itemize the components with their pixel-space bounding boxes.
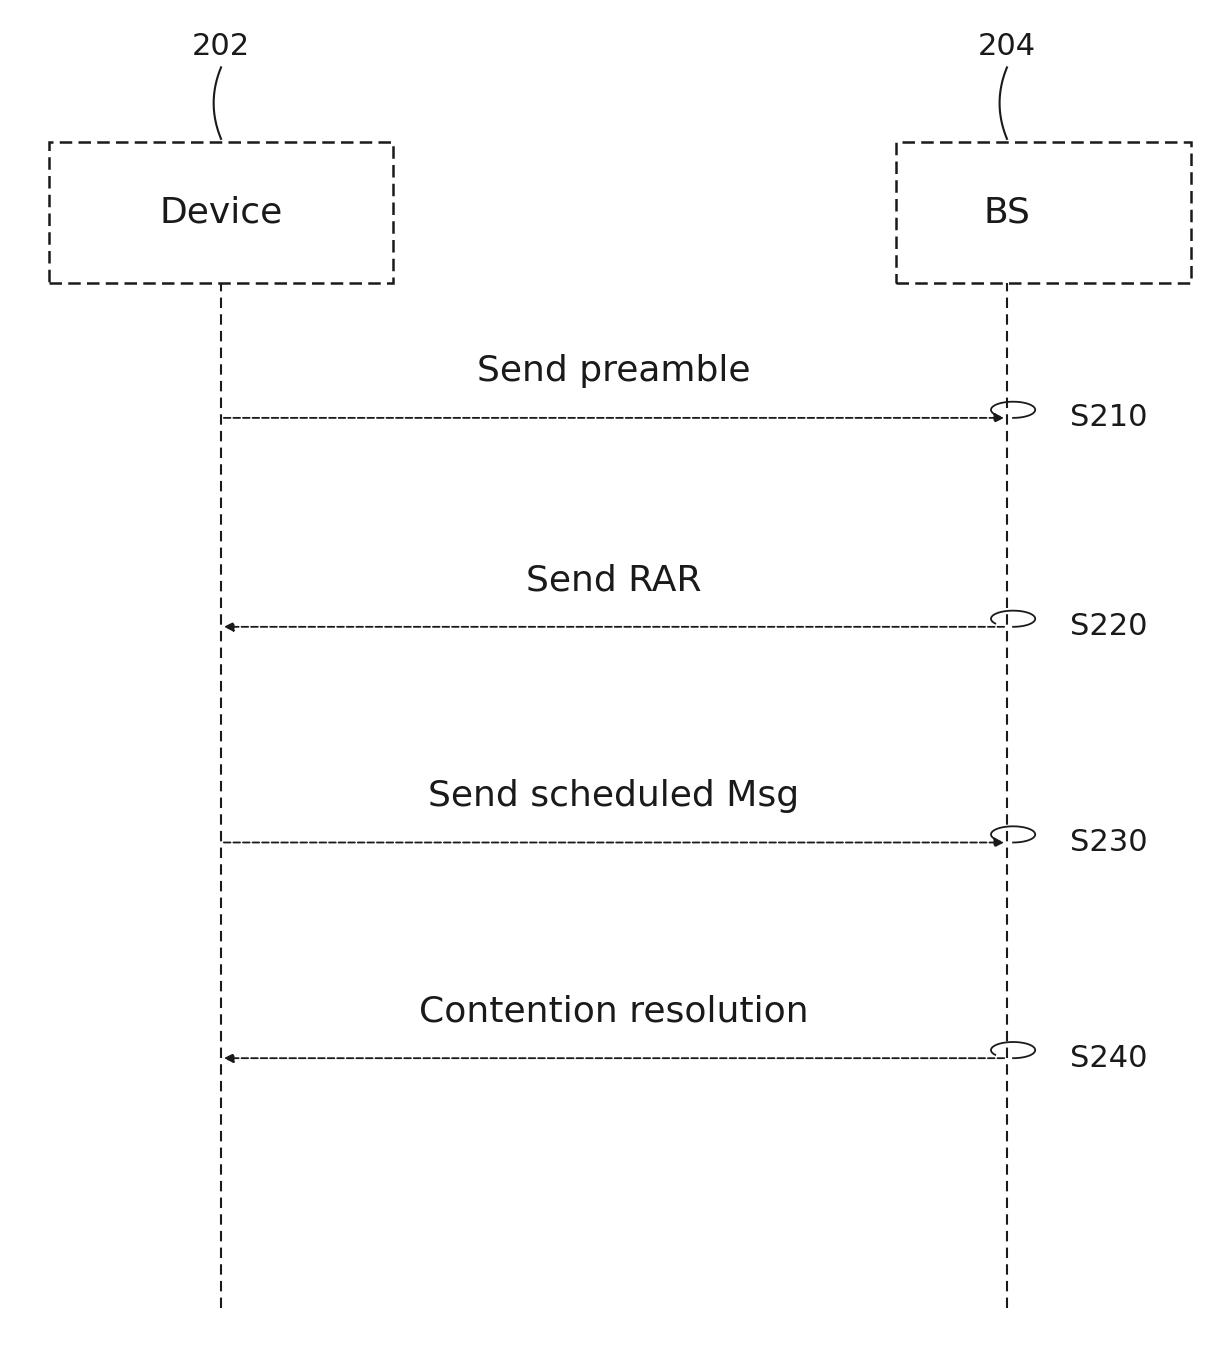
Text: Send preamble: Send preamble <box>478 355 750 388</box>
Text: 202: 202 <box>192 31 251 61</box>
Text: Send RAR: Send RAR <box>527 563 701 597</box>
Text: S220: S220 <box>1070 612 1147 642</box>
Text: S230: S230 <box>1070 828 1147 857</box>
Bar <box>49 142 393 283</box>
Bar <box>896 142 1191 283</box>
Text: S210: S210 <box>1070 403 1147 433</box>
Text: 204: 204 <box>977 31 1036 61</box>
Text: Contention resolution: Contention resolution <box>419 995 809 1029</box>
Text: BS: BS <box>984 195 1030 229</box>
Text: Device: Device <box>160 195 282 229</box>
Text: S240: S240 <box>1070 1043 1147 1073</box>
Text: Send scheduled Msg: Send scheduled Msg <box>429 779 799 813</box>
